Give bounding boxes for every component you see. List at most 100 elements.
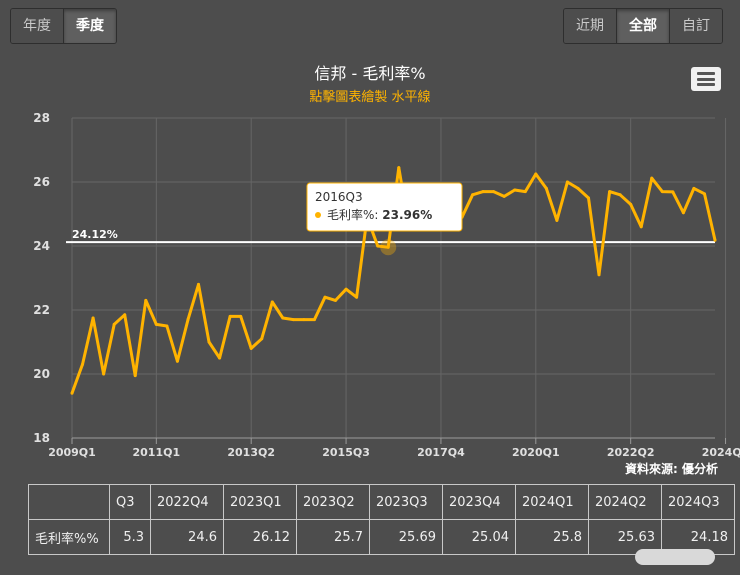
chart-title: 信邦 - 毛利率%: [314, 64, 425, 83]
data-table: Q3 2022Q4 2023Q1 2023Q2 2023Q3 2023Q4 20…: [28, 484, 735, 555]
y-tick-label: 28: [33, 111, 50, 125]
svg-text:毛利率%: 23.96%: 毛利率%: 23.96%: [327, 207, 432, 222]
data-point[interactable]: [260, 337, 264, 341]
x-tick-label: 2011Q1: [133, 446, 181, 459]
tooltip-period: 2016Q3: [315, 190, 363, 204]
data-point[interactable]: [281, 316, 285, 320]
tab-quarterly[interactable]: 季度: [64, 9, 116, 43]
y-tick-label: 26: [33, 175, 50, 189]
data-point[interactable]: [681, 211, 685, 215]
hover-marker: [380, 239, 397, 256]
data-point[interactable]: [323, 295, 327, 299]
table-row: 毛利率%% 5.3 24.6 26.12 25.7 25.69 25.04 25…: [28, 519, 735, 555]
data-point[interactable]: [481, 190, 485, 194]
tooltip-value: 23.96%: [382, 208, 432, 222]
row-label: 毛利率%%: [28, 519, 110, 555]
data-point[interactable]: [165, 324, 169, 328]
data-point[interactable]: [291, 318, 295, 322]
data-point[interactable]: [207, 340, 211, 344]
data-point[interactable]: [154, 322, 158, 326]
data-point[interactable]: [355, 295, 359, 299]
data-point[interactable]: [376, 244, 380, 248]
data-point[interactable]: [608, 190, 612, 194]
data-source: 資料來源: 優分析: [625, 461, 718, 475]
x-tick-label: 2013Q2: [227, 446, 275, 459]
table-header: 2023Q2: [296, 484, 370, 520]
data-point[interactable]: [196, 282, 200, 286]
data-point[interactable]: [123, 313, 127, 317]
data-point[interactable]: [239, 314, 243, 318]
y-axis: 18 20 22 24 26 28: [33, 111, 50, 445]
data-point[interactable]: [344, 287, 348, 291]
data-point[interactable]: [713, 238, 717, 242]
hamburger-menu-icon[interactable]: [691, 67, 721, 91]
data-point[interactable]: [312, 318, 316, 322]
data-point[interactable]: [218, 356, 222, 360]
data-point[interactable]: [660, 190, 664, 194]
data-point[interactable]: [513, 188, 517, 192]
data-point[interactable]: [91, 316, 95, 320]
y-tick-label: 24: [33, 239, 50, 253]
data-point[interactable]: [270, 300, 274, 304]
data-point[interactable]: [587, 196, 591, 200]
data-point[interactable]: [386, 245, 390, 249]
y-tick-label: 18: [33, 431, 50, 445]
data-point[interactable]: [702, 192, 706, 196]
tab-recent[interactable]: 近期: [564, 9, 617, 43]
data-point[interactable]: [397, 166, 401, 170]
data-point[interactable]: [576, 186, 580, 190]
table-header: 2022Q4: [150, 484, 224, 520]
horizontal-line-label: 24.12%: [72, 228, 118, 241]
tooltip-series: 毛利率%: [327, 207, 374, 222]
x-tick-label: 2015Q3: [322, 446, 370, 459]
data-point[interactable]: [502, 194, 506, 198]
table-header: 2023Q4: [442, 484, 516, 520]
table-header: 2023Q3: [369, 484, 443, 520]
x-axis: 2009Q1 2011Q1 2013Q2 2015Q3 2017Q4 2020Q1 2022…: [48, 438, 740, 459]
data-point[interactable]: [186, 318, 190, 322]
data-point[interactable]: [175, 359, 179, 363]
grid: [71, 117, 727, 439]
data-point[interactable]: [70, 391, 74, 395]
x-tick-label: 2024Q3: [702, 446, 740, 459]
table-cell: 25.7: [296, 519, 370, 555]
table-scrollbar[interactable]: [635, 549, 715, 565]
chart-subtitle[interactable]: 點擊圖表繪製 水平線: [309, 89, 430, 105]
data-point[interactable]: [249, 346, 253, 350]
data-point[interactable]: [334, 298, 338, 302]
data-point[interactable]: [471, 193, 475, 197]
table-header: 2024Q2: [588, 484, 662, 520]
tab-annual[interactable]: 年度: [11, 9, 64, 43]
range-toggle: 近期 全部 自訂: [563, 8, 723, 44]
data-point[interactable]: [302, 318, 306, 322]
data-point[interactable]: [629, 202, 633, 206]
data-point[interactable]: [692, 186, 696, 190]
data-point[interactable]: [228, 314, 232, 318]
table-cell: 25.63: [588, 519, 662, 555]
data-point[interactable]: [671, 190, 675, 194]
table-header-row: Q3 2022Q4 2023Q1 2023Q2 2023Q3 2023Q4 20…: [28, 484, 735, 520]
tooltip: 2016Q3 毛利率%: 23.96%: [306, 182, 463, 232]
data-point[interactable]: [102, 372, 106, 376]
data-point[interactable]: [597, 273, 601, 277]
data-point[interactable]: [492, 190, 496, 194]
x-tick-label: 2022Q2: [607, 446, 655, 459]
tooltip-marker: [315, 212, 321, 218]
data-point[interactable]: [534, 172, 538, 176]
data-point[interactable]: [112, 322, 116, 326]
tab-all[interactable]: 全部: [617, 9, 670, 43]
table-header: 2024Q1: [515, 484, 589, 520]
data-point[interactable]: [555, 218, 559, 222]
data-point[interactable]: [565, 180, 569, 184]
data-point[interactable]: [144, 298, 148, 302]
tab-custom[interactable]: 自訂: [670, 9, 722, 43]
data-point[interactable]: [523, 190, 527, 194]
data-point[interactable]: [650, 176, 654, 180]
data-point[interactable]: [639, 225, 643, 229]
data-point[interactable]: [544, 186, 548, 190]
data-point[interactable]: [81, 362, 85, 366]
data-point[interactable]: [618, 193, 622, 197]
data-point[interactable]: [133, 374, 137, 378]
table-cell: 5.3: [109, 519, 151, 555]
margin-chart[interactable]: 信邦 - 毛利率% 點擊圖表繪製 水平線 18 20 22 24 26 28 2009Q1…: [0, 55, 740, 475]
